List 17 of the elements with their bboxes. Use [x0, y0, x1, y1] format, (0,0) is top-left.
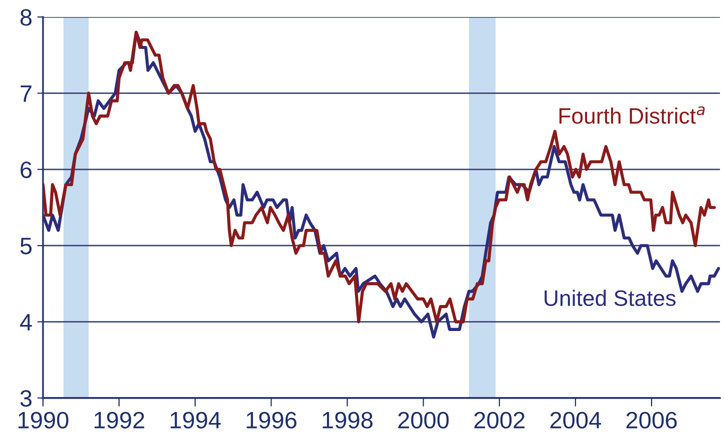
y-tick-label: 7	[20, 86, 32, 102]
x-tick-label: 1994	[170, 412, 221, 429]
y-tick-label: 5	[20, 238, 32, 254]
x-tick-label: 2002	[474, 412, 524, 429]
y-tick-label: 6	[20, 161, 32, 178]
y-tick-label: 4	[20, 314, 32, 330]
series-label: Fourth District$^{a}$	[559, 106, 705, 124]
x-tick-label: 2006	[626, 412, 677, 429]
x-tick-label: 1990	[18, 412, 68, 429]
x-tick-label: 1998	[322, 412, 373, 429]
x-tick-label: 1992	[94, 412, 144, 429]
x-tick-label: 2004	[550, 412, 602, 429]
y-tick-label: 3	[20, 390, 32, 407]
x-tick-label: 1996	[246, 412, 296, 429]
series-label: United States	[544, 290, 676, 306]
y-tick-label: 8	[20, 9, 32, 26]
x-tick-label: 2000	[398, 412, 449, 429]
